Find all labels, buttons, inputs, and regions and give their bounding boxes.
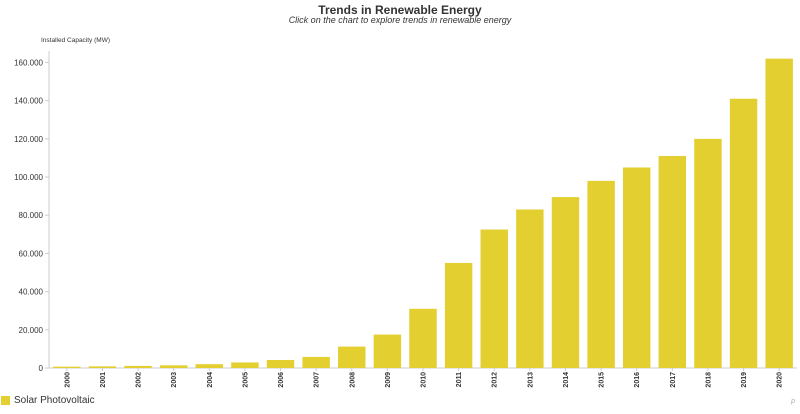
bar[interactable] — [444, 262, 473, 368]
x-tick-label: 2008 — [349, 372, 356, 388]
bar[interactable] — [729, 98, 758, 368]
x-tick-label: 2006 — [278, 372, 285, 388]
legend-swatch — [1, 396, 10, 405]
x-tick-label: 2005 — [242, 372, 249, 388]
bar[interactable] — [195, 364, 223, 368]
x-tick-label: 2003 — [171, 372, 178, 388]
y-tick-label: 60.000 — [19, 249, 44, 258]
x-tick-label: 2012 — [492, 372, 499, 388]
x-tick-label: 2019 — [741, 372, 748, 388]
legend-label: Solar Photovoltaic — [14, 395, 95, 406]
y-tick-label: 100.000 — [14, 173, 43, 182]
y-tick-label: 140.000 — [14, 97, 43, 106]
y-tick-label: 40.000 — [19, 288, 44, 297]
bar[interactable] — [266, 359, 295, 368]
x-tick-label: 2020 — [777, 372, 784, 388]
y-tick-label: 120.000 — [14, 135, 43, 144]
bar[interactable] — [658, 156, 687, 368]
x-tick-label: 2010 — [421, 372, 428, 388]
bar[interactable] — [409, 308, 437, 368]
legend[interactable]: Solar Photovoltaic — [1, 395, 95, 406]
chart-subtitle[interactable]: Click on the chart to explore trends in … — [288, 15, 512, 25]
bar[interactable] — [623, 167, 651, 368]
x-tick-label: 2009 — [385, 372, 392, 388]
y-tick-label: 0 — [39, 364, 44, 373]
bar[interactable] — [373, 334, 402, 368]
x-tick-label: 2004 — [207, 372, 214, 388]
y-tick-label: 20.000 — [19, 326, 44, 335]
x-tick-label: 2007 — [314, 372, 321, 388]
bar[interactable] — [338, 346, 366, 368]
bar[interactable] — [88, 366, 117, 368]
x-tick-label: 2016 — [634, 372, 641, 388]
corner-mark: p — [791, 398, 795, 405]
x-tick-label: 2002 — [136, 372, 143, 388]
bar[interactable] — [694, 138, 722, 368]
bar[interactable] — [516, 209, 544, 369]
x-tick-label: 2000 — [64, 372, 71, 388]
bar[interactable] — [159, 365, 188, 368]
chart-title: Trends in Renewable Energy — [318, 3, 482, 17]
y-tick-label: 80.000 — [19, 211, 44, 220]
bar[interactable] — [124, 365, 152, 368]
x-tick-label: 2017 — [670, 372, 677, 388]
x-tick-label: 2001 — [100, 372, 107, 388]
bar[interactable] — [587, 180, 615, 368]
x-tick-label: 2015 — [599, 372, 606, 388]
x-tick-label: 2011 — [456, 372, 463, 387]
y-tick-label: 160.000 — [14, 58, 43, 67]
bar[interactable] — [53, 366, 81, 368]
bar[interactable] — [480, 229, 508, 368]
x-tick-label: 2013 — [527, 372, 534, 388]
bar[interactable] — [765, 58, 793, 369]
y-axis-label: Installed Capacity (MW) — [41, 37, 110, 44]
x-tick-label: 2014 — [563, 372, 570, 388]
x-tick-label: 2018 — [705, 372, 712, 388]
bar[interactable] — [231, 362, 259, 368]
bar[interactable] — [302, 356, 330, 368]
bar[interactable] — [551, 197, 580, 368]
